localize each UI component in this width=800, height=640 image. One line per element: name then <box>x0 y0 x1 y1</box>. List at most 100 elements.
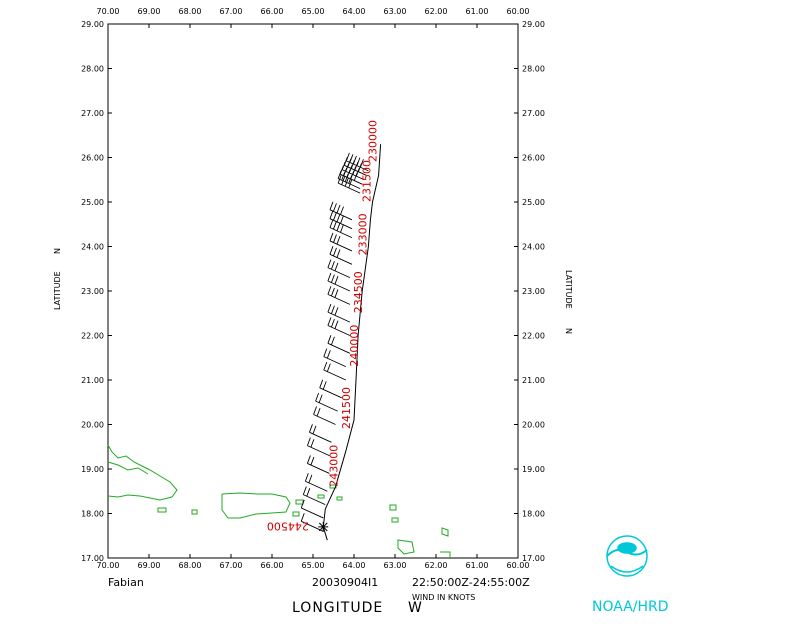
wind-barb <box>313 406 336 425</box>
wind-barbs <box>300 152 369 532</box>
y-tick-label-right: 26.00 <box>522 154 545 163</box>
y-tick-label-left: 25.00 <box>81 198 104 207</box>
wind-barb <box>306 437 330 457</box>
y-tick-label-left: 24.00 <box>81 243 104 252</box>
wind-barb <box>319 379 342 399</box>
ylabel-right-dir: N <box>564 328 573 334</box>
wind-barb <box>329 210 353 230</box>
wind-barb <box>327 335 351 354</box>
x-tick-label-bottom: 62.00 <box>425 561 448 570</box>
y-tick-label-left: 17.00 <box>81 554 104 563</box>
x-tick-label-bottom: 63.00 <box>384 561 407 570</box>
small-island-2 <box>191 509 198 515</box>
x-tick-label-top: 63.00 <box>384 7 407 16</box>
wind-barb <box>327 286 351 305</box>
flight-track <box>318 144 382 541</box>
ylabel-right: LATITUDE <box>564 270 573 309</box>
leeward-3 <box>397 539 415 555</box>
y-tick-label-left: 26.00 <box>81 154 104 163</box>
axis-ticks: 70.00 70.00 69.00 69.00 68.00 68.00 67.00 67.00… <box>81 7 545 570</box>
wind-barb <box>306 455 330 474</box>
time-label: 244500 <box>267 519 309 532</box>
time-label: 240000 <box>348 325 361 367</box>
y-tick-label-right: 28.00 <box>522 65 545 74</box>
x-tick-label-bottom: 70.00 <box>97 561 120 570</box>
y-tick-label-right: 22.00 <box>522 332 545 341</box>
x-tick-label-top: 65.00 <box>302 7 325 16</box>
small-island-3 <box>295 499 304 505</box>
y-tick-label-left: 27.00 <box>81 109 104 118</box>
x-tick-label-top: 69.00 <box>138 7 161 16</box>
wind-barb <box>327 272 351 292</box>
wind-barb <box>329 201 353 221</box>
wind-barb <box>323 361 346 381</box>
wind-barb <box>327 303 351 323</box>
y-tick-label-left: 18.00 <box>81 510 104 519</box>
x-tick-label-top: 68.00 <box>179 7 202 16</box>
virgin-islands-1 <box>317 494 325 499</box>
flight-id: 20030904I1 <box>312 576 378 589</box>
x-tick-label-bottom: 68.00 <box>179 561 202 570</box>
time-labels: 244500 243000 241500 240000 234500 233000 2315… <box>267 120 380 532</box>
x-tick-label-bottom: 64.00 <box>343 561 366 570</box>
wind-barb <box>329 219 353 239</box>
x-tick-label-bottom: 65.00 <box>302 561 325 570</box>
x-tick-label-top: 70.00 <box>97 7 120 16</box>
hispaniola-coast <box>107 444 178 501</box>
wind-barb <box>343 157 367 176</box>
wind-barb <box>323 348 346 368</box>
wind-barb <box>300 513 324 532</box>
wind-units-label: WIND IN KNOTS <box>412 593 475 602</box>
x-tick-label-top: 60.00 <box>507 7 530 16</box>
ylabel-left-dir: N <box>53 248 62 254</box>
wind-barb <box>327 259 351 279</box>
wind-barb <box>302 486 326 506</box>
puerto-rico-coast <box>221 492 291 519</box>
credit-label: NOAA/HRD <box>592 599 669 615</box>
time-label: 233000 <box>356 213 369 255</box>
time-label: 231500 <box>360 160 373 202</box>
leeward-1 <box>389 504 397 511</box>
wind-barb <box>339 166 363 185</box>
time-range: 22:50:00Z-24:55:00Z <box>412 576 530 589</box>
x-tick-label-bottom: 60.00 <box>507 561 530 570</box>
noaa-logo <box>606 535 648 577</box>
small-island-1 <box>157 507 167 513</box>
leeward-2 <box>391 517 399 523</box>
x-tick-label-bottom: 66.00 <box>261 561 284 570</box>
wind-barb <box>327 317 351 336</box>
track-start-marker <box>318 521 329 532</box>
y-tick-label-right: 24.00 <box>522 243 545 252</box>
x-tick-label-top: 66.00 <box>261 7 284 16</box>
leeward-4 <box>441 527 449 537</box>
y-tick-label-left: 19.00 <box>81 465 104 474</box>
virgin-islands-2 <box>329 484 337 489</box>
wind-barb <box>337 174 361 194</box>
ylabel-left: LATITUDE <box>53 271 62 310</box>
x-tick-label-top: 64.00 <box>343 7 366 16</box>
x-tick-label-top: 62.00 <box>425 7 448 16</box>
wind-barb <box>300 499 324 519</box>
wind-barb <box>329 246 353 265</box>
y-tick-label-right: 27.00 <box>522 109 545 118</box>
hispaniola-inner <box>107 461 149 475</box>
small-island-4 <box>292 511 300 517</box>
wind-barb <box>337 170 361 190</box>
x-tick-label-top: 61.00 <box>466 7 489 16</box>
time-label: 234500 <box>352 271 365 313</box>
leeward-5 <box>440 551 451 558</box>
x-tick-label-bottom: 61.00 <box>466 561 489 570</box>
x-tick-label-bottom: 69.00 <box>138 561 161 570</box>
track-line <box>322 144 382 541</box>
time-label: 243000 <box>328 445 341 487</box>
y-tick-label-left: 21.00 <box>81 376 104 385</box>
x-tick-label-bottom: 67.00 <box>220 561 243 570</box>
wind-barb <box>329 232 353 252</box>
wind-barb <box>309 424 332 443</box>
y-tick-label-right: 21.00 <box>522 376 545 385</box>
y-tick-label-right: 25.00 <box>522 198 545 207</box>
y-tick-label-right: 29.00 <box>522 20 545 29</box>
xlabel-dir: W <box>408 600 423 616</box>
storm-name: Fabian <box>108 576 144 589</box>
